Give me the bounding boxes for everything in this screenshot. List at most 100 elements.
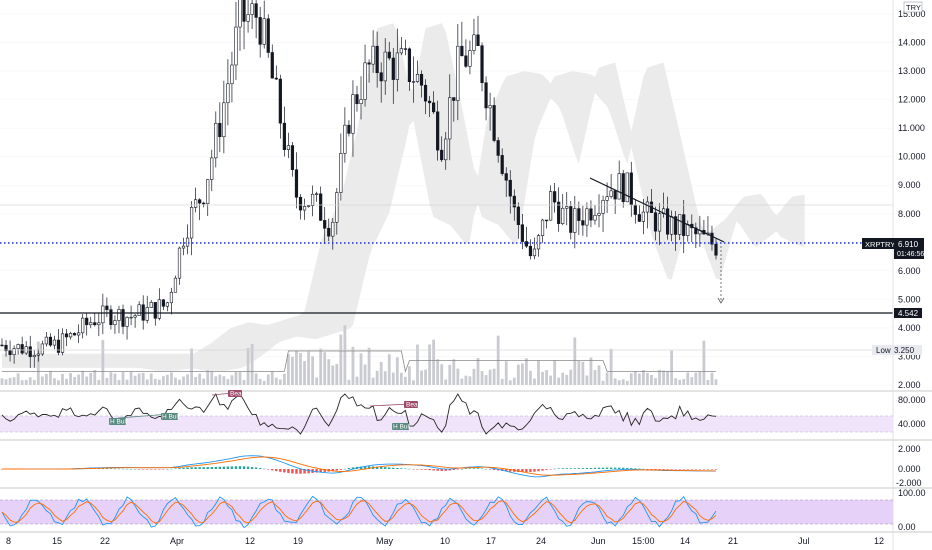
candle-body — [544, 219, 549, 222]
time-axis-label: 10 — [440, 536, 450, 546]
symbol-tag[interactable]: XRPTRY — [862, 238, 895, 249]
price-axis-label: 9.000 — [898, 180, 921, 190]
price-axis-label: 14.000 — [898, 38, 926, 48]
volume-bar — [553, 360, 557, 385]
candle-body — [423, 84, 428, 102]
macd-histogram-bar — [303, 469, 306, 474]
volume-bar — [549, 375, 553, 385]
volume-bar — [165, 374, 169, 385]
volume-bar — [20, 380, 24, 385]
macd-histogram-bar — [214, 466, 217, 469]
macd-histogram-bar — [186, 467, 189, 469]
candle-body — [557, 201, 561, 224]
macd-histogram-bar — [246, 466, 250, 469]
candle-body — [593, 214, 597, 221]
candle-body — [262, 18, 266, 45]
macd-histogram-bar — [202, 467, 205, 469]
h-bull-badge-2[interactable]: H Bull — [117, 413, 180, 421]
price-axis-label: 15.000 — [898, 9, 926, 19]
macd-histogram-bar — [505, 469, 508, 472]
volume-bar — [323, 352, 327, 385]
volume-bar — [452, 359, 456, 385]
volume-bar — [40, 376, 44, 385]
candle-body — [653, 212, 658, 232]
candle-body — [436, 111, 440, 151]
volume-bar — [589, 357, 593, 385]
volume-bar — [186, 374, 189, 385]
volume-bar — [81, 370, 85, 385]
price-axis-label: 8.000 — [898, 209, 921, 219]
support-level-value: 4.542 — [898, 309, 919, 318]
volume-bar — [339, 334, 343, 385]
time-axis-label: Jun — [591, 536, 606, 546]
volume-bar — [194, 377, 198, 385]
macd-histogram-bar — [154, 469, 157, 470]
candle-body — [665, 208, 670, 235]
candle-body — [468, 50, 472, 67]
time-axis[interactable]: 8 15 22 Apr 12 19 May 10 17 24 Jun 15:00 14 21 Jul 12 — [6, 536, 884, 546]
low-tag[interactable]: Low 3.250 — [872, 345, 922, 355]
volume-bar — [105, 378, 109, 385]
bear-badge-1[interactable]: Bear — [211, 390, 245, 398]
macd-histogram-bar — [315, 469, 318, 473]
candle-body — [282, 122, 286, 150]
support-level-tag[interactable]: 4.542 — [894, 308, 922, 318]
candle-body — [117, 309, 121, 321]
currency-box[interactable] — [903, 1, 923, 13]
candle-body — [44, 336, 48, 345]
volume-bar — [573, 337, 577, 385]
candle-body — [327, 227, 331, 237]
volume-bar — [137, 373, 141, 385]
macd-histogram-bar — [109, 468, 113, 470]
volume-bar — [331, 365, 335, 385]
volume-bar — [561, 372, 565, 385]
macd-histogram-bar — [271, 469, 274, 471]
last-price-tag[interactable]: 6.910 01:46:56 — [894, 238, 924, 259]
macd-histogram-bar — [609, 467, 613, 469]
macd-histogram-bar — [634, 468, 637, 469]
candle-body — [16, 344, 20, 349]
macd-histogram-bar — [137, 469, 141, 470]
time-axis-label: 22 — [100, 536, 110, 546]
macd-histogram-bar — [585, 468, 589, 469]
volume-bar — [633, 371, 637, 385]
candle-body — [472, 34, 476, 51]
volume-bar — [57, 380, 60, 385]
candle-body — [512, 195, 516, 208]
price-axis[interactable]: 15.000 14.000 13.000 12.000 11.000 10.000 9.00… — [898, 9, 926, 390]
h-bull-badge-1[interactable]: H Bull — [109, 418, 128, 426]
macd-histogram-bar — [166, 468, 169, 470]
bear-badge-2[interactable]: Bear — [369, 401, 421, 409]
candle-body — [157, 299, 161, 319]
macd-histogram-bar — [472, 468, 476, 469]
volume-bar — [424, 369, 427, 385]
macd-histogram-bar — [121, 468, 125, 470]
candle-body — [686, 223, 690, 236]
ichimoku-cloud — [2, 23, 805, 371]
macd-histogram-bar — [674, 469, 677, 470]
candle-body — [403, 48, 407, 50]
macd-histogram-bar — [428, 469, 431, 471]
volume-bar — [129, 371, 133, 385]
descending-trendline[interactable] — [589, 177, 725, 243]
volume-bar — [295, 351, 298, 385]
macd-histogram-bar — [436, 469, 439, 471]
volume-bar — [585, 375, 589, 385]
candle-body — [68, 333, 73, 338]
macd-histogram-bar — [307, 469, 310, 474]
h-bull-label-1: H Bull — [110, 419, 128, 426]
candle-body — [710, 232, 714, 245]
time-axis-label: 15:00 — [632, 536, 655, 546]
candle-body — [339, 153, 343, 193]
volume-bar — [24, 379, 28, 385]
macd-histogram-bar — [363, 466, 367, 469]
time-axis-label: 19 — [293, 536, 303, 546]
volume-bar — [545, 370, 548, 385]
macd-histogram-bar — [279, 469, 282, 472]
volume-bar — [214, 376, 218, 385]
h-bull-badge-3[interactable]: H Bull — [392, 423, 411, 431]
candle-body — [444, 138, 448, 161]
candle-body — [234, 26, 238, 66]
candle-body — [520, 224, 524, 242]
